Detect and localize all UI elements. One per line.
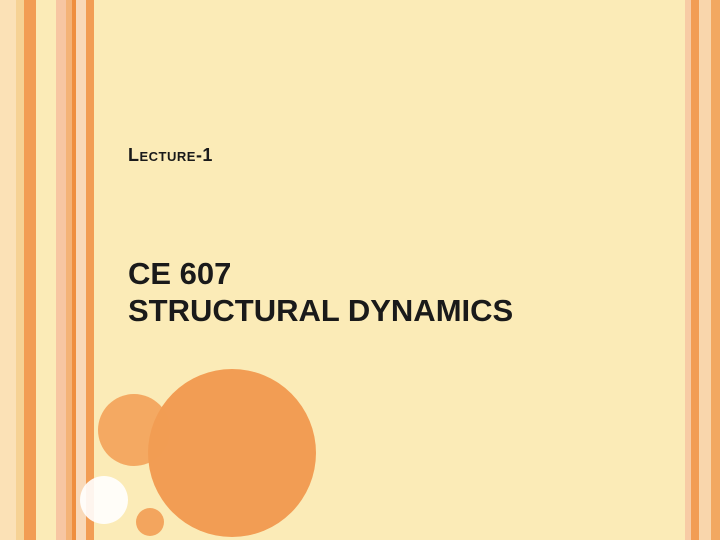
- slide-title: CE 607 STRUCTURAL DYNAMICS: [128, 255, 513, 329]
- decorative-stripe: [24, 0, 36, 540]
- decorative-stripe: [691, 0, 699, 540]
- decorative-stripe: [76, 0, 86, 540]
- decorative-circle: [148, 369, 316, 537]
- slide: Lecture-1 CE 607 STRUCTURAL DYNAMICS: [0, 0, 720, 540]
- decorative-stripe: [699, 0, 711, 540]
- decorative-circle: [98, 394, 170, 466]
- title-line-1: CE 607: [128, 256, 231, 291]
- subtitle-text: Lecture-1: [128, 145, 213, 165]
- decorative-stripe: [711, 0, 720, 540]
- decorative-circle: [80, 476, 128, 524]
- decorative-stripe: [16, 0, 24, 540]
- decorative-stripe: [36, 0, 56, 540]
- decorative-circle: [136, 508, 164, 536]
- slide-subtitle: Lecture-1: [128, 145, 213, 166]
- decorative-stripe: [86, 0, 94, 540]
- decorative-stripe: [56, 0, 66, 540]
- title-line-2: STRUCTURAL DYNAMICS: [128, 293, 513, 328]
- decorative-stripe: [0, 0, 16, 540]
